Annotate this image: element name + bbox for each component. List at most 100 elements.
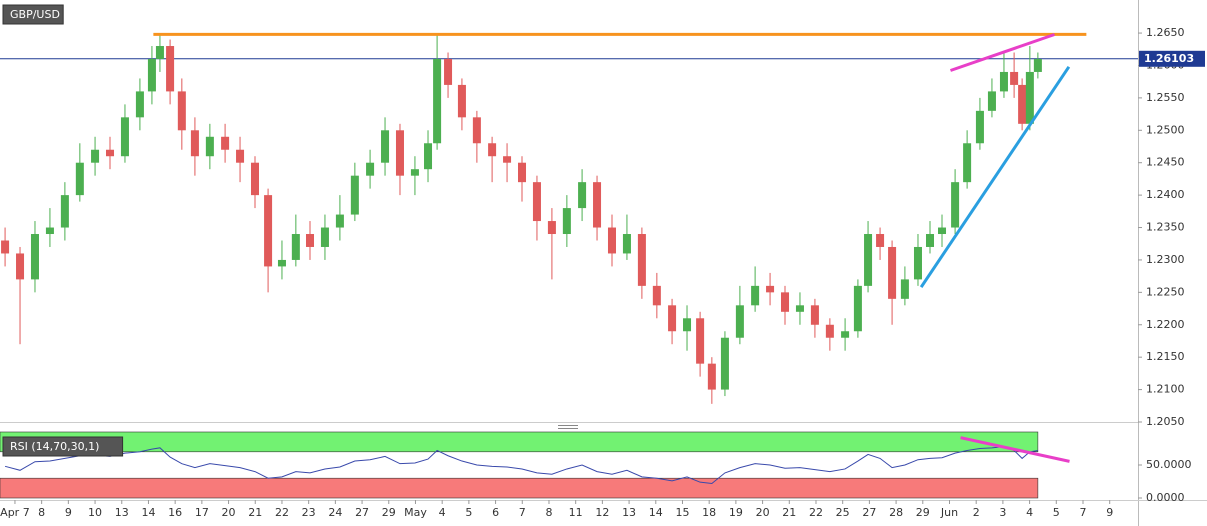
candle-body (999, 71, 1008, 92)
x-tick-label: 15 (675, 506, 689, 519)
x-tick-label: 21 (782, 506, 796, 519)
y-tick-label: 1.2250 (1146, 285, 1185, 298)
y-tick-label: 1.2100 (1146, 383, 1185, 396)
candle-body (683, 318, 692, 332)
candle-body (547, 221, 556, 235)
candle-body (975, 110, 984, 144)
x-tick-label: 14 (141, 506, 155, 519)
candle-body (751, 285, 760, 306)
x-tick-label: 16 (168, 506, 182, 519)
candle-body (106, 149, 115, 157)
y-tick-label: 1.2050 (1146, 415, 1185, 428)
candle-body (75, 162, 84, 196)
x-tick-label: 4 (439, 506, 446, 519)
candle-body (696, 318, 705, 364)
candle-body (637, 234, 646, 286)
candle-body (457, 84, 466, 118)
last-price-box (1139, 50, 1205, 67)
candle-body (925, 234, 935, 247)
x-tick-label: 23 (302, 506, 316, 519)
x-tick-label: 4 (1026, 506, 1033, 519)
candle-body (264, 195, 273, 267)
candle-body (155, 46, 164, 59)
x-tick-label: 8 (38, 506, 45, 519)
y-tick-label: 1.2350 (1146, 221, 1185, 234)
candle-body (335, 214, 344, 228)
x-tick-label: 20 (756, 506, 770, 519)
candle-body (320, 227, 329, 247)
candle-body (652, 285, 661, 306)
candle-body (120, 117, 129, 157)
candle-body (16, 253, 25, 280)
candle-body (562, 208, 571, 235)
candle-body (1025, 71, 1034, 124)
x-tick-label: 22 (275, 506, 289, 519)
x-tick-label: 29 (382, 506, 396, 519)
x-tick-label: 13 (622, 506, 636, 519)
candle-body (350, 175, 359, 215)
plot-layer (1, 32, 1087, 485)
candle-body (410, 169, 419, 176)
x-tick-label: 29 (916, 506, 930, 519)
candle-body (735, 305, 744, 338)
candle-body (810, 305, 819, 325)
candle-body (707, 363, 716, 390)
x-tick-label: 2 (973, 506, 980, 519)
candle-body (795, 305, 804, 312)
candle-body (987, 91, 996, 111)
y-tick-label: 1.2400 (1146, 188, 1185, 201)
x-tick-label: 11 (569, 506, 583, 519)
last-price-label: 1.26103 (1144, 52, 1194, 65)
oversold-zone (0, 477, 1039, 499)
candle-body (938, 227, 947, 235)
candle-body (444, 58, 453, 85)
y-tick-label: 1.2450 (1146, 156, 1185, 169)
x-tick-label: 20 (222, 506, 236, 519)
x-tick-label: 28 (889, 506, 903, 519)
panel-handle (558, 425, 578, 429)
x-tick-label: 27 (862, 506, 876, 519)
title-box (2, 436, 124, 457)
chart-title: RSI (14,70,30,1) (10, 440, 99, 453)
x-tick-label: 9 (1106, 506, 1113, 519)
x-tick-label: 5 (1053, 506, 1060, 519)
x-tick-label: Apr 7 (0, 506, 30, 519)
trend-line (960, 436, 1070, 463)
candle-body (366, 162, 375, 176)
candle-body (1, 240, 10, 254)
candle-body (607, 227, 616, 254)
candle-body (488, 143, 497, 157)
x-tick-label: 14 (649, 506, 663, 519)
candle-body (668, 305, 677, 332)
candle-body (91, 149, 100, 163)
candle-body (963, 143, 972, 183)
candle-body (900, 279, 909, 299)
x-tick-label: 9 (65, 506, 72, 519)
trend-line (949, 33, 1055, 72)
candle-body (578, 182, 587, 209)
candle-body (888, 246, 897, 299)
y-tick-label: 1.2300 (1146, 253, 1185, 266)
candle-body (781, 292, 790, 312)
candle-body (205, 136, 214, 157)
x-tick-label: 5 (465, 506, 472, 519)
candle-body (221, 136, 230, 150)
x-tick-label: 22 (809, 506, 823, 519)
candle-body (503, 156, 512, 163)
candle-body (60, 195, 69, 228)
overbought-zone (0, 431, 1039, 453)
candle-body (166, 46, 175, 92)
x-tick-label: 12 (595, 506, 609, 519)
candle-body (766, 285, 775, 293)
candle-body (147, 58, 156, 92)
x-tick-label: 7 (519, 506, 526, 519)
x-tick-label: 24 (328, 506, 342, 519)
candle-body (593, 182, 602, 228)
candle-body (30, 234, 39, 280)
x-tick-label: 19 (729, 506, 743, 519)
x-tick-label: 3 (999, 506, 1006, 519)
candle-body (236, 149, 245, 163)
x-tick-label: 27 (355, 506, 369, 519)
y-tick-label: 0.0000 (1146, 491, 1185, 504)
